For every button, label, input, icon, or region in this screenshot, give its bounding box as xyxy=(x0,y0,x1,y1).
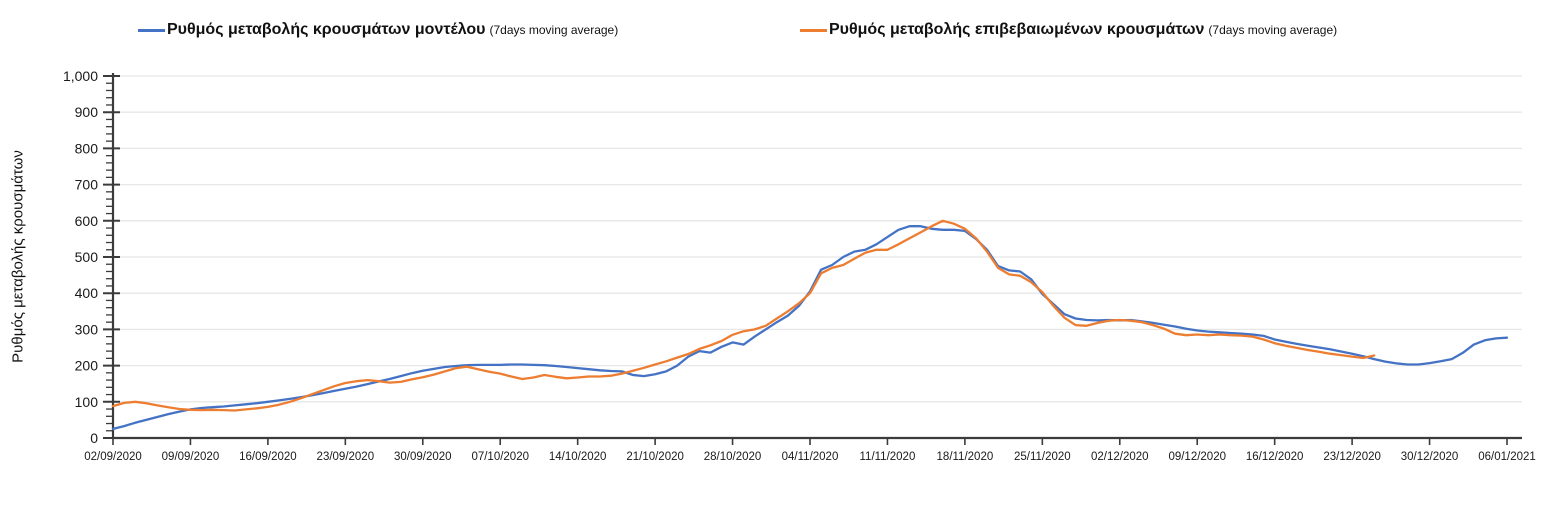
x-tick-label: 23/09/2020 xyxy=(317,451,375,463)
x-tick-label: 25/11/2020 xyxy=(1014,451,1071,463)
y-tick-label: 300 xyxy=(75,321,99,337)
x-tick-label: 16/09/2020 xyxy=(239,451,297,463)
x-tick-label: 21/10/2020 xyxy=(626,451,684,463)
x-tick-label: 07/10/2020 xyxy=(471,451,529,463)
y-tick-label: 600 xyxy=(75,213,99,229)
y-tick-label: 200 xyxy=(75,358,99,374)
legend-item-model: Ρυθμός μεταβολής κρουσμάτων μοντέλου (7d… xyxy=(138,21,618,39)
x-tick-label: 14/10/2020 xyxy=(549,451,607,463)
legend-item-confirmed: Ρυθμός μεταβολής επιβεβαιωμένων κρουσμάτ… xyxy=(800,21,1337,39)
series-line-confirmed xyxy=(111,219,1376,412)
x-tick-label: 28/10/2020 xyxy=(704,451,762,463)
y-tick-label: 800 xyxy=(75,140,99,156)
x-tick-label: 02/12/2020 xyxy=(1091,451,1149,463)
y-tick-label: 1,000 xyxy=(63,68,98,84)
y-tick-label: 0 xyxy=(90,430,98,446)
y-tick-label: 400 xyxy=(75,285,99,301)
y-tick-label: 500 xyxy=(75,249,99,265)
x-tick-label: 30/12/2020 xyxy=(1401,451,1459,463)
legend-label-confirmed: Ρυθμός μεταβολής επιβεβαιωμένων κρουσμάτ… xyxy=(829,21,1205,38)
y-tick-label: 900 xyxy=(75,104,99,120)
y-tick-label: 100 xyxy=(75,394,99,410)
x-tick-label: 02/09/2020 xyxy=(84,451,142,463)
legend-line-swatch-blue xyxy=(138,28,165,32)
x-tick-label: 06/01/2021 xyxy=(1478,451,1536,463)
x-tick-label: 11/11/2020 xyxy=(860,451,916,463)
x-tick-label: 16/12/2020 xyxy=(1246,451,1304,463)
legend-suffix-confirmed: (7days moving average) xyxy=(1208,23,1338,37)
y-tick-label: 700 xyxy=(75,177,99,193)
legend-label-model: Ρυθμός μεταβολής κρουσμάτων μοντέλου xyxy=(167,21,486,38)
x-tick-label: 18/11/2020 xyxy=(937,451,994,463)
legend-line-swatch-orange xyxy=(800,28,827,32)
x-tick-label: 04/11/2020 xyxy=(782,451,839,463)
x-tick-label: 09/09/2020 xyxy=(162,451,220,463)
legend-suffix-model: (7days moving average) xyxy=(489,23,619,37)
x-tick-label: 23/12/2020 xyxy=(1323,451,1381,463)
x-tick-label: 30/09/2020 xyxy=(394,451,452,463)
x-tick-label: 09/12/2020 xyxy=(1168,451,1226,463)
